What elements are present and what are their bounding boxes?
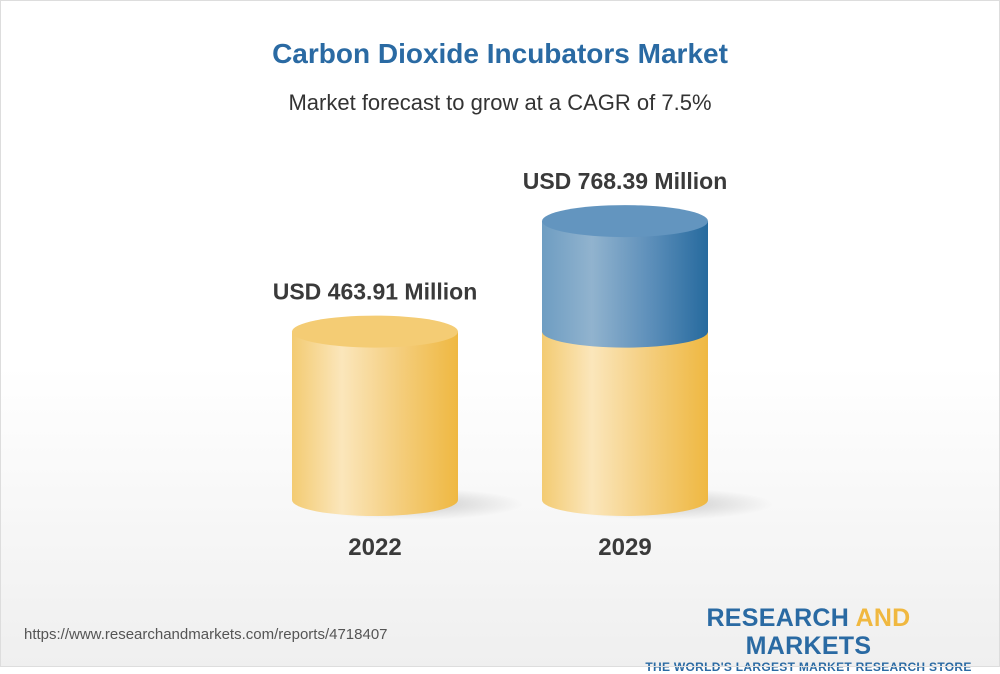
chart-title: Carbon Dioxide Incubators Market	[272, 38, 728, 69]
bar-top-2022	[292, 315, 458, 348]
data-label: USD 768.39 Million	[523, 168, 728, 194]
data-label: USD 463.91 Million	[273, 279, 478, 305]
logo-word: RESEARCH	[706, 604, 850, 632]
bar-base-2022	[292, 331, 458, 516]
x-tick-label: 2029	[598, 534, 651, 561]
logo-word: AND	[855, 604, 911, 632]
x-tick-label: 2022	[348, 534, 401, 561]
source-url[interactable]: https://www.researchandmarkets.com/repor…	[24, 626, 388, 643]
bar-base-2029	[542, 331, 708, 516]
bar-top-2029	[542, 205, 708, 238]
research-and-markets-logo: RESEARCH AND MARKETS THE WORLD'S LARGEST…	[641, 604, 976, 674]
chart-subtitle: Market forecast to grow at a CAGR of 7.5…	[288, 90, 712, 115]
bar-growth-2029	[542, 221, 708, 348]
logo-word: MARKETS	[745, 632, 872, 660]
logo-tagline: THE WORLD'S LARGEST MARKET RESEARCH STOR…	[645, 660, 972, 674]
